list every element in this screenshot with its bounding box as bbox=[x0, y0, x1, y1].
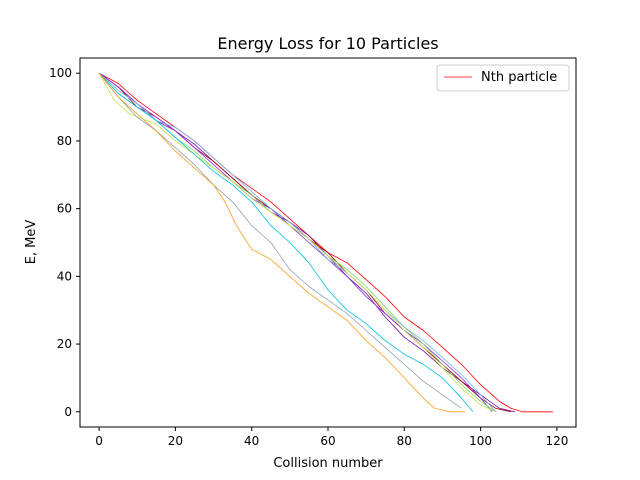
plot-area bbox=[79, 57, 577, 428]
legend: Nth particle bbox=[436, 64, 570, 92]
y-axis-ticks: 0 20 40 60 80 100 bbox=[49, 66, 80, 419]
x-tick-label: 20 bbox=[168, 434, 183, 448]
series-line-8 bbox=[98, 72, 474, 413]
series-line-10 bbox=[98, 72, 466, 413]
x-tick-label: 80 bbox=[397, 434, 412, 448]
x-tick-label: 120 bbox=[545, 434, 568, 448]
y-axis-label: E, MeV bbox=[24, 220, 39, 265]
x-tick-label: 100 bbox=[469, 434, 492, 448]
y-tick-label: 0 bbox=[64, 405, 72, 419]
y-tick-label: 80 bbox=[57, 134, 72, 148]
chart-title: Energy Loss for 10 Particles bbox=[217, 34, 438, 53]
legend-label: Nth particle bbox=[481, 70, 557, 85]
x-tick-label: 40 bbox=[244, 434, 259, 448]
x-tick-label: 60 bbox=[320, 434, 335, 448]
y-tick-label: 20 bbox=[57, 337, 72, 351]
x-axis-ticks: 0 20 40 60 80 100 120 bbox=[95, 427, 568, 448]
legend-box bbox=[436, 64, 570, 92]
series-group bbox=[98, 72, 554, 413]
x-tick-label: 0 bbox=[95, 434, 103, 448]
y-tick-label: 60 bbox=[57, 202, 72, 216]
y-tick-label: 40 bbox=[57, 269, 72, 283]
series-line-7 bbox=[98, 73, 497, 413]
x-axis-label: Collision number bbox=[273, 456, 383, 471]
y-tick-label: 100 bbox=[49, 66, 72, 80]
series-line-2 bbox=[98, 72, 516, 413]
series-line-6 bbox=[98, 72, 497, 413]
